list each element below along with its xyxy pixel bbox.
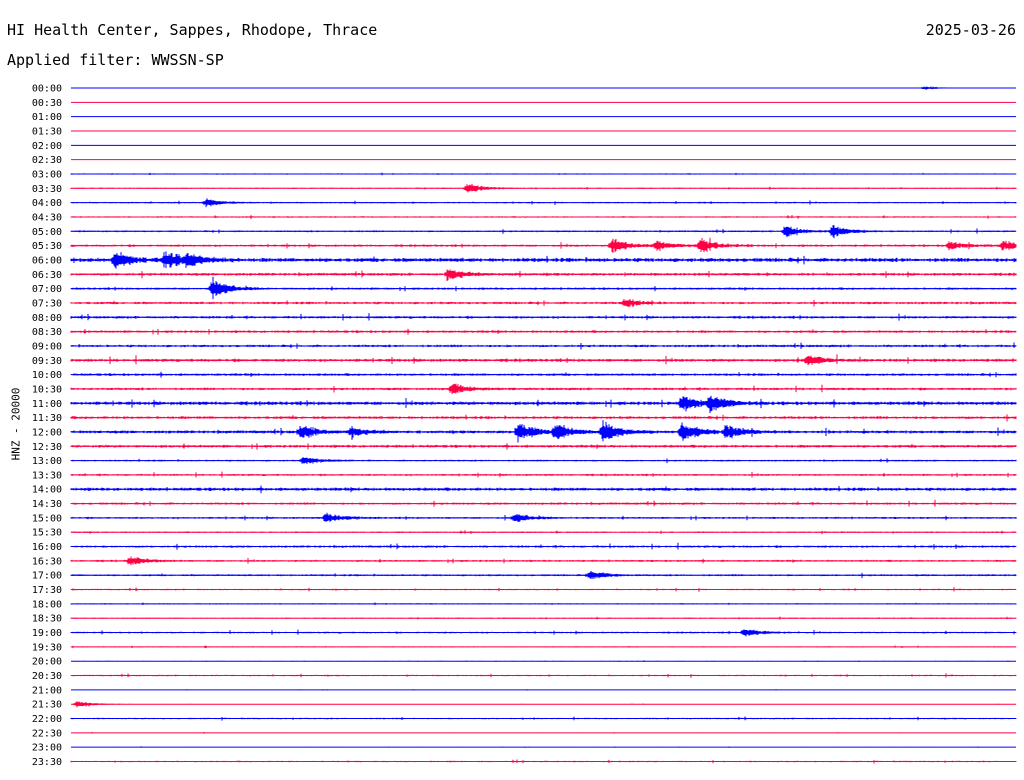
row-label: 03:30 <box>32 184 62 195</box>
row-label: 08:30 <box>32 327 62 338</box>
row-label: 07:30 <box>32 298 62 309</box>
row-label: 15:30 <box>32 528 62 539</box>
row-label-group: 00:00 00:30 01:00 01:30 02:00 02:30 03:00 03:30… <box>32 84 62 769</box>
row-label: 00:00 <box>32 84 62 95</box>
trace-signal <box>70 587 1017 592</box>
filter-label: Applied filter: WWSSN-SP <box>7 51 224 69</box>
row-label: 14:30 <box>32 499 62 510</box>
trace-signal <box>97 746 979 748</box>
trace-signal <box>70 354 1017 366</box>
trace-signal <box>70 198 1017 208</box>
trace-signal <box>71 660 1016 662</box>
trace-signal <box>70 383 1017 395</box>
row-label: 04:00 <box>32 198 62 209</box>
trace-signal <box>70 457 1017 464</box>
station-title: HI Health Center, Sappes, Rhodope, Thrac… <box>7 21 378 39</box>
trace-signal <box>70 542 1017 550</box>
row-label: 10:00 <box>32 370 62 381</box>
trace-signal <box>70 759 1017 764</box>
trace-signal <box>70 716 1017 721</box>
row-label: 22:00 <box>32 714 62 725</box>
row-label: 14:00 <box>32 485 62 496</box>
trace-signal <box>70 328 1017 335</box>
row-label: 20:30 <box>32 671 62 682</box>
trace-signal <box>70 395 1017 413</box>
row-label: 22:30 <box>32 728 62 739</box>
row-label: 12:00 <box>32 427 62 438</box>
date-label: 2025-03-26 <box>925 21 1016 39</box>
row-label: 17:30 <box>32 585 62 596</box>
trace-signal <box>70 443 1017 450</box>
row-label: 02:30 <box>32 155 62 166</box>
row-label: 06:30 <box>32 270 62 281</box>
row-label: 06:00 <box>32 255 62 266</box>
trace-signal <box>112 86 986 90</box>
row-label: 01:00 <box>32 112 62 123</box>
row-label: 15:00 <box>32 513 62 524</box>
row-label: 23:00 <box>32 743 62 754</box>
row-label: 18:00 <box>32 599 62 610</box>
trace-signal <box>70 485 1017 494</box>
row-label: 04:30 <box>32 212 62 223</box>
row-label: 23:30 <box>32 757 62 768</box>
row-label: 21:00 <box>32 685 62 696</box>
row-label: 19:00 <box>32 628 62 639</box>
row-label: 09:30 <box>32 356 62 367</box>
trace-signal <box>70 183 1017 193</box>
row-label: 19:30 <box>32 642 62 653</box>
trace-signal <box>70 215 1017 219</box>
row-label: 18:30 <box>32 614 62 625</box>
row-label: 10:30 <box>32 384 62 395</box>
trace-signal <box>70 645 1017 649</box>
trace-signal <box>70 471 1017 478</box>
row-label: 13:30 <box>32 470 62 481</box>
trace-signal <box>70 602 1017 606</box>
trace-signal <box>70 225 1017 239</box>
row-label: 11:00 <box>32 399 62 410</box>
trace-signal <box>70 342 1017 350</box>
row-label: 01:30 <box>32 126 62 137</box>
row-label: 00:30 <box>32 98 62 109</box>
trace-signal <box>70 251 1017 269</box>
row-label: 02:00 <box>32 141 62 152</box>
trace-signal <box>70 629 1017 637</box>
row-label: 21:30 <box>32 700 62 711</box>
trace-signal <box>70 556 1017 566</box>
row-label: 20:00 <box>32 657 62 668</box>
row-label: 09:00 <box>32 341 62 352</box>
trace-signal <box>70 298 1017 308</box>
trace-signal <box>70 414 1017 422</box>
row-label: 16:30 <box>32 556 62 567</box>
trace-signal <box>102 689 1015 691</box>
row-label: 11:30 <box>32 413 62 424</box>
trace-signal <box>70 616 1017 620</box>
row-label: 13:00 <box>32 456 62 467</box>
row-label: 07:00 <box>32 284 62 295</box>
row-label: 17:00 <box>32 571 62 582</box>
row-label: 03:00 <box>32 169 62 180</box>
trace-group <box>70 86 1017 764</box>
trace-signal <box>70 673 1017 678</box>
row-label: 05:00 <box>32 227 62 238</box>
trace-signal <box>70 371 1017 378</box>
trace-signal <box>72 701 999 708</box>
trace-signal <box>70 276 1017 300</box>
trace-signal <box>84 732 1016 734</box>
row-label: 05:30 <box>32 241 62 252</box>
row-label: 16:00 <box>32 542 62 553</box>
trace-signal <box>70 499 1017 507</box>
trace-signal <box>70 172 1017 176</box>
trace-signal <box>70 269 1017 281</box>
trace-signal <box>70 512 1017 522</box>
trace-signal <box>70 237 1017 253</box>
row-label: 12:30 <box>32 442 62 453</box>
trace-signal <box>70 530 1017 535</box>
row-label: 08:00 <box>32 313 62 324</box>
trace-signal <box>70 313 1017 321</box>
trace-signal <box>70 420 1017 443</box>
trace-signal <box>70 571 1017 580</box>
